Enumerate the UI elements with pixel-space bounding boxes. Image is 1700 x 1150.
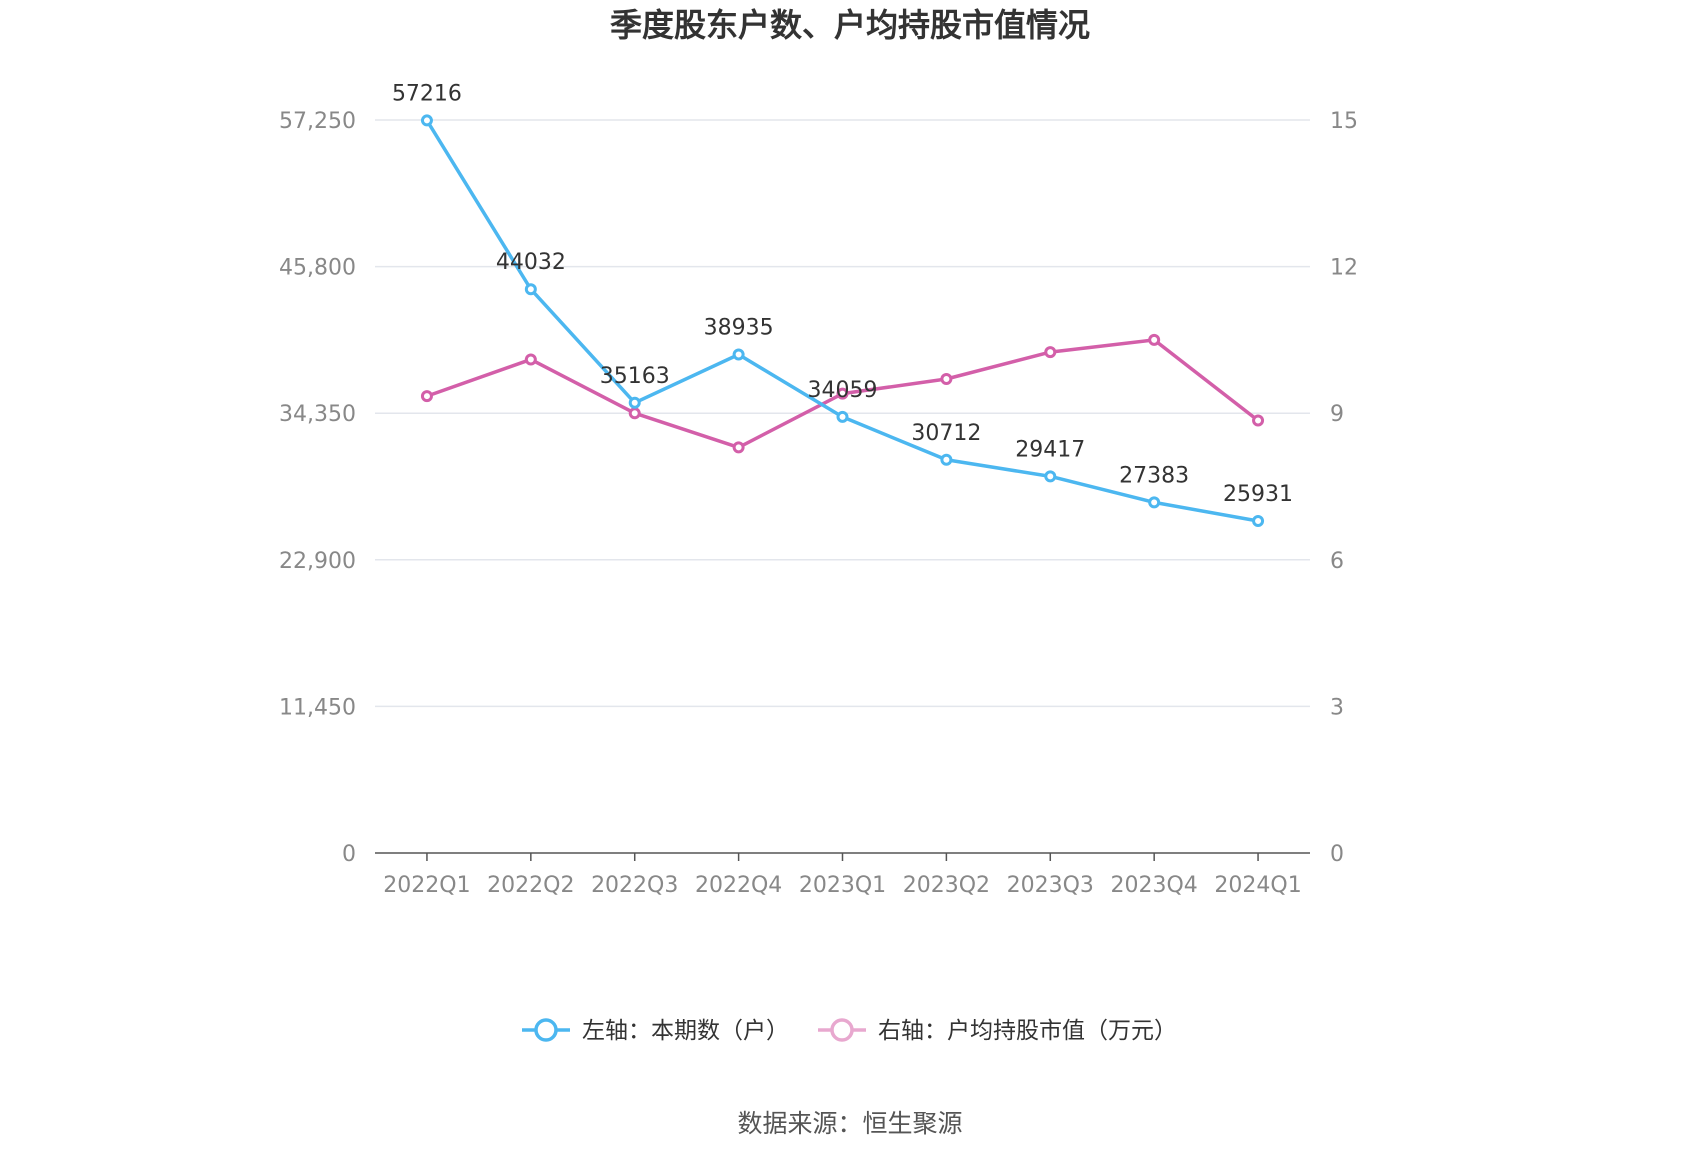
- x-tick-label: 2023Q2: [903, 873, 990, 898]
- y-left-tick-label: 22,900: [279, 549, 356, 574]
- data-label: 25931: [1223, 482, 1293, 507]
- y-left-tick-label: 57,250: [279, 109, 356, 134]
- data-point-right: [732, 441, 745, 454]
- data-label: 35163: [600, 364, 670, 389]
- y-right-tick-label: 15: [1330, 109, 1358, 134]
- axes: 0 0 11,450 3 22,900 6 34,350 9 45,800 12 57,250 15 2…: [279, 109, 1358, 898]
- data-point-left: [732, 348, 745, 361]
- data-label: 30712: [911, 421, 981, 446]
- legend-label: 右轴：户均持股市值（万元）: [878, 1018, 1177, 1044]
- legend-marker-circle-0: [534, 1018, 558, 1042]
- data-point-left: [1252, 514, 1265, 527]
- data-point-right: [628, 407, 641, 420]
- x-tick-label: 2022Q3: [591, 873, 678, 898]
- y-left-tick-label: 0: [342, 842, 356, 867]
- chart-title: 季度股东户数、户均持股市值情况: [610, 6, 1090, 44]
- y-left-tick-label: 45,800: [279, 256, 356, 281]
- data-point-left: [940, 453, 953, 466]
- data-point-left: [1148, 496, 1161, 509]
- data-point-right: [1252, 414, 1265, 427]
- data-point-left: [836, 410, 849, 423]
- x-tick-label: 2022Q2: [487, 873, 574, 898]
- data-label: 57216: [392, 81, 462, 106]
- data-labels: 57216 44032 35163 38935 34059 30712 29417 27383…: [392, 81, 1293, 507]
- y-right-tick-label: 9: [1330, 402, 1344, 427]
- data-label: 27383: [1119, 463, 1189, 488]
- series: [420, 114, 1265, 527]
- data-source: 数据来源：恒生聚源: [737, 1109, 962, 1138]
- x-tick-label: 2023Q3: [1007, 873, 1094, 898]
- x-tick-label: 2023Q4: [1111, 873, 1198, 898]
- x-tick-label: 2023Q1: [799, 873, 886, 898]
- data-point-right: [524, 353, 537, 366]
- data-label: 44032: [496, 250, 566, 275]
- x-tick-label: 2024Q1: [1214, 873, 1301, 898]
- x-tick-label: 2022Q1: [383, 873, 470, 898]
- y-right-tick-label: 6: [1330, 549, 1344, 574]
- data-point-right: [940, 372, 953, 385]
- legend-label: 左轴：本期数（户）: [582, 1018, 789, 1044]
- data-point-right: [1044, 346, 1057, 359]
- y-left-tick-label: 34,350: [279, 402, 356, 427]
- data-point-right: [836, 387, 849, 400]
- data-point-left: [420, 114, 433, 127]
- data-label: 38935: [704, 315, 774, 340]
- data-label: 34059: [808, 378, 878, 403]
- data-point-right: [420, 390, 433, 403]
- series-line-left: [425, 119, 1259, 523]
- y-left-tick-label: 11,450: [279, 695, 356, 720]
- y-right-tick-label: 0: [1330, 842, 1344, 867]
- legend: 左轴：本期数（户） 右轴：户均持股市值（万元）: [522, 1018, 1177, 1044]
- y-right-tick-label: 3: [1330, 695, 1344, 720]
- x-tick-label: 2022Q4: [695, 873, 782, 898]
- data-point-left: [1044, 470, 1057, 483]
- data-point-right: [1148, 333, 1161, 346]
- y-right-tick-label: 12: [1330, 256, 1358, 281]
- legend-marker-circle-1: [830, 1018, 854, 1042]
- data-label: 29417: [1015, 437, 1085, 462]
- data-point-left: [628, 396, 641, 409]
- data-point-left: [524, 283, 537, 296]
